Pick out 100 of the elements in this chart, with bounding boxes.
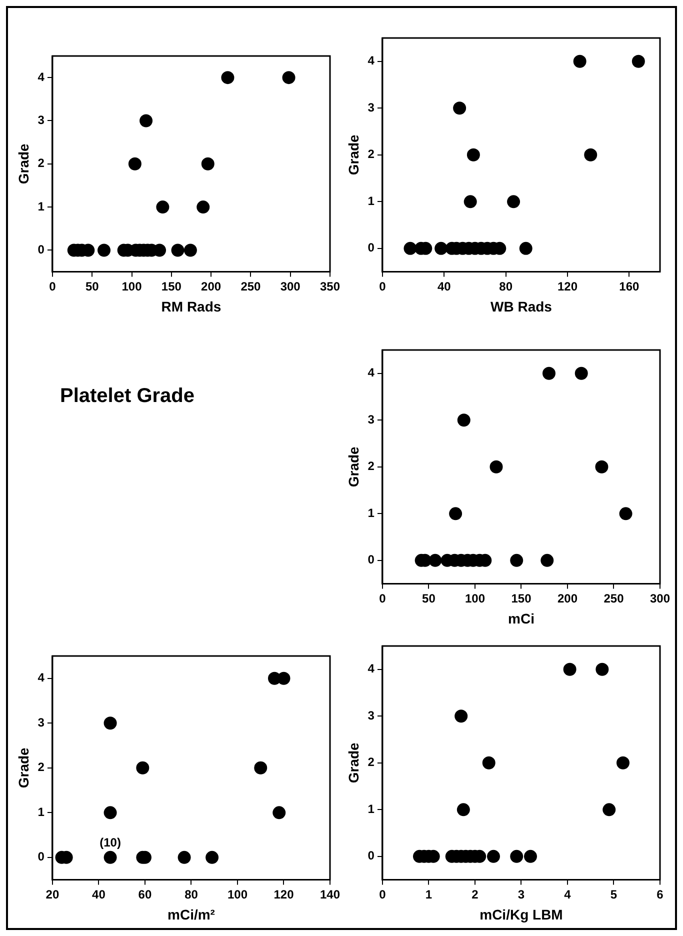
x-tick-label: 0 (379, 591, 386, 606)
x-tick-label: 150 (161, 279, 182, 294)
point (466, 148, 480, 162)
x-tick-label: 200 (201, 279, 222, 294)
x-tick-label: 0 (49, 279, 56, 294)
point (563, 662, 576, 676)
x-tick-label: 250 (604, 591, 624, 606)
point (254, 761, 268, 774)
y-tick-label: 0 (38, 850, 45, 864)
point (573, 54, 586, 68)
point (156, 200, 170, 214)
x-axis-title: mCi (508, 610, 534, 626)
y-tick-label: 2 (368, 755, 375, 770)
x-tick-label: 250 (240, 279, 262, 294)
point (98, 244, 111, 257)
annotation: (10) (100, 836, 121, 850)
point (196, 200, 210, 214)
y-tick-label: 1 (368, 194, 375, 208)
point (140, 114, 153, 128)
point (206, 850, 219, 864)
point (596, 662, 609, 676)
point (510, 850, 524, 863)
x-axis-title: WB Rads (490, 298, 552, 314)
point (449, 507, 462, 520)
x-axis-title: mCi/m² (168, 906, 216, 922)
x-tick-label: 60 (138, 887, 152, 902)
point (519, 242, 532, 255)
point (221, 71, 234, 84)
point (602, 803, 616, 816)
x-tick-label: 3 (518, 887, 525, 902)
point (457, 414, 470, 427)
x-tick-label: 1 (425, 887, 432, 902)
point (428, 554, 442, 567)
y-tick-label: 3 (38, 113, 45, 128)
point (482, 756, 496, 770)
point (524, 850, 537, 863)
x-tick-label: 200 (557, 591, 578, 606)
y-tick-label: 0 (38, 242, 45, 257)
point (456, 803, 470, 816)
point (104, 850, 117, 864)
x-tick-label: 80 (499, 279, 513, 294)
y-tick-label: 4 (368, 54, 375, 68)
y-tick-label: 2 (38, 760, 45, 774)
x-tick-label: 100 (227, 887, 248, 902)
x-tick-label: 2 (472, 887, 479, 902)
y-tick-label: 4 (368, 366, 375, 380)
x-tick-label: 0 (379, 279, 386, 294)
y-tick-label: 3 (38, 715, 45, 730)
y-tick-label: 0 (368, 552, 375, 567)
point (464, 195, 477, 208)
y-axis-title: Grade (345, 742, 362, 784)
x-tick-label: 50 (422, 591, 436, 606)
point (510, 554, 524, 567)
x-tick-label: 300 (280, 279, 301, 294)
x-tick-label: 80 (184, 887, 198, 902)
y-tick-label: 2 (38, 156, 45, 170)
y-tick-label: 4 (368, 662, 375, 676)
x-tick-label: 5 (610, 887, 618, 902)
point (434, 242, 448, 255)
point (507, 195, 520, 208)
y-tick-label: 1 (38, 804, 45, 819)
point (104, 716, 117, 730)
x-tick-label: 300 (650, 591, 670, 606)
point (584, 148, 598, 162)
point (104, 806, 117, 820)
point (277, 672, 290, 685)
y-tick-label: 3 (368, 708, 375, 722)
y-tick-label: 1 (368, 802, 375, 816)
point (184, 244, 197, 257)
y-axis-title: Grade (15, 747, 32, 788)
y-axis-title: Grade (345, 446, 362, 488)
point (454, 710, 468, 723)
y-tick-label: 1 (368, 506, 375, 520)
point (632, 54, 645, 68)
point (136, 761, 150, 774)
point (128, 157, 142, 170)
x-tick-label: 0 (379, 887, 386, 902)
point (574, 366, 588, 380)
x-tick-label: 160 (619, 279, 640, 294)
y-tick-label: 3 (368, 412, 375, 426)
point (486, 850, 500, 863)
point (272, 806, 286, 820)
y-tick-label: 2 (368, 147, 375, 162)
y-tick-label: 3 (368, 100, 375, 114)
point (619, 507, 632, 520)
x-tick-label: 150 (511, 591, 532, 606)
y-axis-title: Grade (345, 134, 362, 176)
x-tick-label: 140 (320, 887, 340, 902)
point (282, 71, 296, 84)
text: Platelet Grade (60, 385, 196, 408)
point (595, 460, 608, 474)
point (542, 366, 556, 380)
x-tick-label: 50 (85, 279, 100, 294)
x-tick-label: 40 (92, 887, 106, 902)
x-tick-label: 120 (274, 887, 294, 902)
point (404, 242, 417, 255)
x-axis-title: mCi/Kg LBM (480, 906, 563, 922)
point (540, 554, 554, 567)
y-tick-label: 0 (368, 848, 375, 863)
y-tick-label: 0 (368, 240, 375, 255)
